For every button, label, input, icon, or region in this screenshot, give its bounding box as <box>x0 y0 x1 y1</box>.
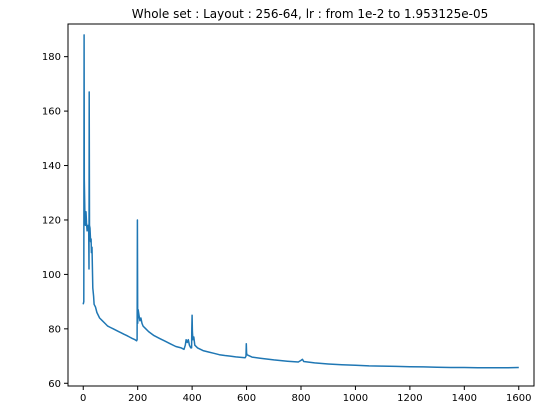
y-tick-label: 180 <box>42 52 61 63</box>
y-tick-label: 60 <box>48 379 61 390</box>
x-axis: 0 200 400 600 800 1000 1200 1400 1600 <box>80 386 531 404</box>
chart-title: Whole set : Layout : 256-64, lr : from 1… <box>132 7 489 21</box>
x-tick-label: 1000 <box>343 393 368 404</box>
plot-area <box>83 35 519 368</box>
y-tick-label: 140 <box>42 161 61 172</box>
x-tick-label: 800 <box>291 393 310 404</box>
x-tick-label: 1600 <box>506 393 531 404</box>
y-tick-label: 120 <box>42 215 61 226</box>
x-tick-label: 1200 <box>397 393 422 404</box>
x-tick-label: 0 <box>80 393 86 404</box>
x-tick-label: 1400 <box>452 393 477 404</box>
axes-frame <box>68 24 534 386</box>
x-tick-label: 400 <box>183 393 202 404</box>
x-tick-label: 600 <box>237 393 256 404</box>
y-axis: 60 80 100 120 140 160 180 <box>42 52 68 390</box>
y-tick-label: 80 <box>48 324 61 335</box>
series-line-0 <box>83 35 519 368</box>
y-tick-label: 100 <box>42 270 61 281</box>
y-tick-label: 160 <box>42 107 61 118</box>
x-tick-label: 200 <box>128 393 147 404</box>
